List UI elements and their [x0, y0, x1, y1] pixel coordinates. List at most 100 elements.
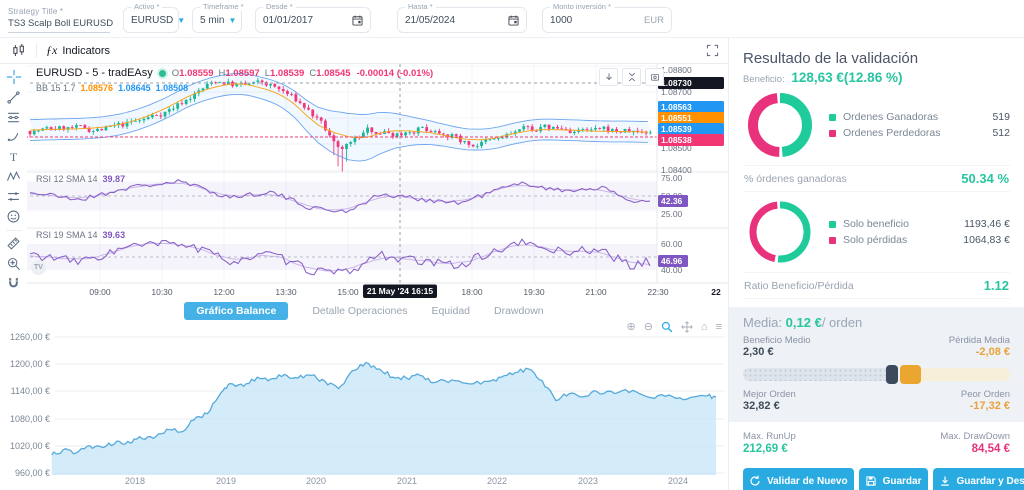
brush-icon[interactable]: [5, 128, 23, 145]
save-icon: [865, 476, 876, 486]
svg-text:60.00: 60.00: [661, 239, 683, 249]
strategy-title-value: TS3 Scalp Boll EURUSD: [8, 18, 113, 33]
bb-lower-value: 1.08508: [155, 83, 189, 93]
tab-equidad[interactable]: Equidad: [431, 304, 471, 317]
legend-item: Solo pérdidas 1064,83 €: [829, 232, 1010, 248]
fib-retracement-icon[interactable]: [5, 109, 23, 126]
svg-text:1.08400: 1.08400: [661, 165, 692, 175]
crosshair-icon[interactable]: [5, 69, 23, 86]
max-runup-value: 212,69 €: [743, 443, 788, 455]
svg-text:2020: 2020: [306, 476, 326, 486]
menu-icon[interactable]: ≡: [715, 320, 722, 333]
max-runup: Max. RunUp 212,69 €: [743, 431, 796, 455]
legend-value: 519: [992, 111, 1010, 123]
rsi1-indicator-row: RSI 12 SMA 14 39.87: [36, 174, 126, 184]
svg-text:22: 22: [711, 287, 721, 297]
fullscreen-icon[interactable]: [706, 44, 719, 57]
legend-item: Ordenes Perdedoras 512: [829, 125, 1010, 141]
peor-orden-label: Peor Orden: [960, 389, 1010, 400]
bar-segment-profit-range: [921, 367, 1010, 381]
media-card: Media: 0,12 €/ orden Beneficio Medio Pér…: [729, 307, 1024, 422]
text-tool-icon[interactable]: T: [9, 149, 18, 164]
beneficio-line: Beneficio: 128,63 €(12.86 %): [743, 70, 903, 85]
beneficio-value: 128,63 €(12.86 %): [791, 70, 903, 85]
timeframe-select[interactable]: Timeframe * 5 min ▼: [192, 2, 247, 33]
xabcd-pattern-icon[interactable]: [5, 168, 23, 185]
tab-gr-fico-balance[interactable]: Gráfico Balance: [184, 301, 289, 320]
zoom-in-icon[interactable]: [5, 255, 23, 272]
calendar-icon[interactable]: [346, 15, 363, 26]
svg-text:22:30: 22:30: [647, 287, 669, 297]
action-buttons: Validar de Nuevo Guardar Guardar y Desca…: [743, 468, 1024, 490]
guardar-button[interactable]: Guardar: [858, 468, 928, 490]
svg-text:1.08539: 1.08539: [661, 124, 692, 134]
zoom-out-icon[interactable]: ⊖: [643, 320, 653, 333]
svg-text:1.08500: 1.08500: [661, 143, 692, 153]
legend-value: 1064,83 €: [963, 234, 1010, 246]
bar-segment-avg-loss: [886, 364, 899, 384]
svg-text:1200,00 €: 1200,00 €: [10, 359, 50, 369]
ohlc-values: O1.08559 H1.08597 L1.08539 C1.08545: [172, 68, 351, 79]
symbol-header: EURUSD - 5 - tradEAsy O1.08559 H1.08597 L1…: [36, 67, 433, 79]
ohlc-item: L1.08539: [264, 67, 305, 79]
refresh-icon: [750, 475, 760, 486]
maximize-pane-icon[interactable]: [645, 68, 664, 86]
guardar-y-descargar-button[interactable]: Guardar y Descargar: [932, 468, 1024, 490]
perdida-media-value: -2,08 €: [975, 346, 1010, 358]
legend-color-swatch: [829, 236, 836, 244]
rsi2-indicator-row: RSI 19 SMA 14 39.63: [36, 230, 126, 240]
hasta-date-input[interactable]: Hasta * 21/05/2024: [397, 2, 527, 33]
home-icon[interactable]: ⌂: [700, 320, 708, 333]
legend-label: Ordenes Perdedoras: [843, 127, 941, 139]
symbol-name: EURUSD - 5 - tradEAsy: [36, 67, 153, 79]
legend-label: Solo beneficio: [843, 218, 909, 230]
bar-segment-avg-profit: [900, 364, 922, 384]
tab-detalle-operaciones[interactable]: Detalle Operaciones: [312, 304, 408, 317]
svg-text:15:00: 15:00: [337, 287, 359, 297]
results-panel: Resultado de la validación Beneficio: 12…: [728, 38, 1024, 490]
svg-text:1.08538: 1.08538: [661, 135, 692, 145]
bb-indicator-row: BB 15 1.7 1.08576 1.08645 1.08508: [36, 83, 189, 93]
pct-ganadoras-row: % órdenes ganadoras 50.34 %: [743, 165, 1010, 192]
svg-text:1.08800: 1.08800: [661, 65, 692, 75]
svg-text:75.00: 75.00: [661, 173, 683, 183]
svg-text:1140,00 €: 1140,00 €: [11, 386, 50, 396]
chart-style-icon[interactable]: [9, 42, 27, 60]
balance-chart[interactable]: 1260,00 € 1200,00 € 1140,00 € 1080,00 € 1020…: [0, 320, 728, 490]
svg-text:42.36: 42.36: [661, 196, 683, 206]
indicators-button[interactable]: Indicators: [62, 44, 111, 57]
ohlc-item: H1.08597: [218, 67, 260, 79]
indicators-fx-icon: ƒx: [46, 43, 58, 57]
legend-value: 1193,46 €: [964, 218, 1010, 230]
ratio-row: Ratio Beneficio/Pérdida 1.12: [743, 272, 1010, 299]
svg-text:1260,00 €: 1260,00 €: [10, 332, 50, 342]
monto-inversion-input[interactable]: Monto inversión * 1000 EUR: [542, 2, 672, 33]
measure-icon[interactable]: [5, 236, 23, 253]
collapse-pane-icon[interactable]: [622, 68, 641, 86]
beneficio-medio-label: Beneficio Medio: [743, 335, 811, 346]
tab-drawdown[interactable]: Drawdown: [494, 304, 544, 317]
magnet-icon[interactable]: [5, 275, 23, 292]
projection-icon[interactable]: [5, 188, 23, 205]
desde-date-input[interactable]: Desde * 01/01/2017: [255, 2, 371, 33]
trend-line-icon[interactable]: [5, 89, 23, 106]
validar-de-nuevo-button[interactable]: Validar de Nuevo: [743, 468, 854, 490]
legend-item: Solo beneficio 1193,46 €: [829, 216, 1010, 232]
pan-icon[interactable]: [681, 321, 693, 333]
toolbar-divider: [36, 43, 37, 58]
svg-text:21 May '24 16:15: 21 May '24 16:15: [367, 286, 434, 296]
mejor-orden-label: Mejor Orden: [743, 389, 796, 400]
wins-donut-row: Ordenes Ganadoras 519 Ordenes Perdedoras…: [743, 88, 1010, 162]
zoom-select-icon[interactable]: [661, 321, 673, 333]
strategy-title-field[interactable]: Strategy Title * TS3 Scalp Boll EURUSD: [8, 7, 113, 33]
legend-color-swatch: [829, 113, 836, 121]
tv-price-chart[interactable]: 1.088001.087001.085001.0840075.0050.0025…: [0, 64, 728, 300]
svg-text:2018: 2018: [125, 476, 145, 486]
emoji-icon[interactable]: [5, 208, 23, 225]
svg-text:40.00: 40.00: [661, 265, 683, 275]
scroll-to-recent-icon[interactable]: [599, 68, 618, 86]
calendar-icon[interactable]: [502, 15, 519, 26]
zoom-in-icon[interactable]: ⊕: [626, 320, 636, 333]
activo-select[interactable]: Activo * EURUSD ▼: [123, 2, 185, 33]
wins-legend: Ordenes Ganadoras 519 Ordenes Perdedoras…: [829, 109, 1010, 141]
